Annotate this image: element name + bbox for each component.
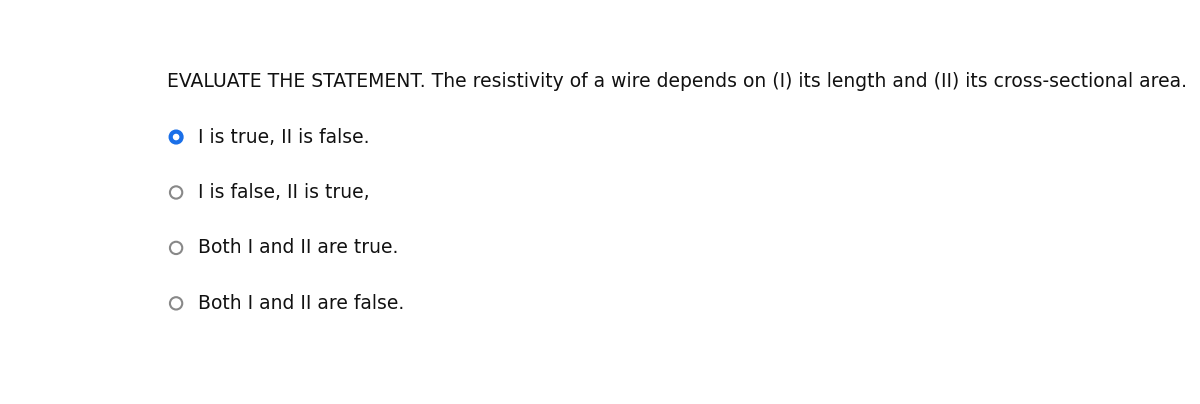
Text: I is true, II is false.: I is true, II is false.: [198, 128, 370, 147]
Circle shape: [170, 186, 182, 199]
Text: EVALUATE THE STATEMENT. The resistivity of a wire depends on (I) its length and : EVALUATE THE STATEMENT. The resistivity …: [167, 72, 1187, 90]
Text: Both I and II are false.: Both I and II are false.: [198, 294, 404, 313]
Text: I is false, II is true,: I is false, II is true,: [198, 183, 370, 202]
Circle shape: [170, 297, 182, 309]
Text: Both I and II are true.: Both I and II are true.: [198, 238, 398, 257]
Circle shape: [170, 131, 182, 143]
Circle shape: [174, 135, 179, 140]
Circle shape: [170, 242, 182, 254]
